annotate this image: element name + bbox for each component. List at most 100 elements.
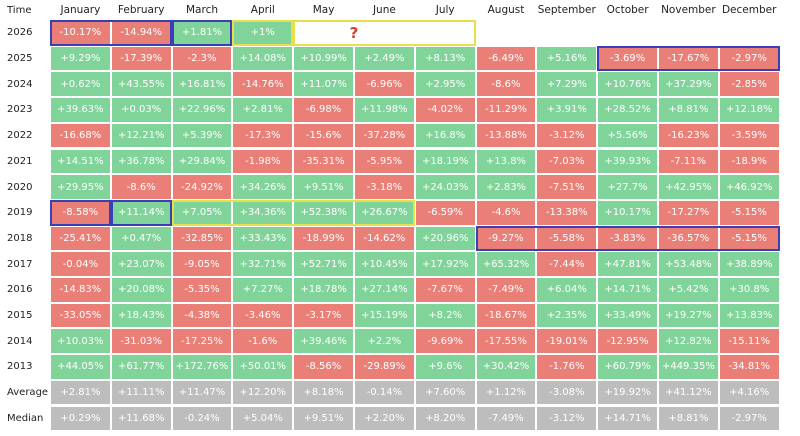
return-cell: +2.95% <box>414 71 476 98</box>
return-cell: -14.94% <box>110 20 172 46</box>
return-cell: -19.01% <box>536 328 598 355</box>
return-cell: +60.79% <box>597 354 658 380</box>
return-cell: -15.6% <box>293 122 354 149</box>
return-cell: -7.03% <box>536 148 598 175</box>
row-label: 2018 <box>0 225 50 252</box>
column-header: August <box>475 0 537 20</box>
return-cell: -13.88% <box>475 122 537 149</box>
return-cell: +7.60% <box>414 379 476 406</box>
return-cell: +30.8% <box>718 277 780 303</box>
return-cell: -1.6% <box>232 328 294 355</box>
return-cell: -1.76% <box>536 354 598 380</box>
return-cell: +12.20% <box>232 379 294 406</box>
row-label: 2023 <box>0 97 50 123</box>
return-cell: -4.38% <box>171 302 233 329</box>
return-cell: -0.14% <box>354 379 415 406</box>
return-cell: -7.44% <box>536 251 598 277</box>
return-cell: +26.67% <box>354 199 415 226</box>
return-cell: -2.3% <box>171 45 233 72</box>
return-cell: +15.19% <box>354 302 415 329</box>
column-header: June <box>354 0 415 20</box>
return-cell: -17.27% <box>658 199 719 226</box>
return-cell: +27.14% <box>354 277 415 303</box>
row-label: 2022 <box>0 122 50 149</box>
return-cell: +42.95% <box>658 174 719 200</box>
return-cell: +43.55% <box>110 71 172 98</box>
return-cell <box>354 20 415 46</box>
return-cell: -0.04% <box>50 251 111 277</box>
return-cell: +8.20% <box>414 405 476 432</box>
return-cell: +52.38% <box>293 199 354 226</box>
return-cell: -8.6% <box>475 71 537 98</box>
return-cell: +0.03% <box>110 97 172 123</box>
return-cell: -5.95% <box>354 148 415 175</box>
return-cell: -7.51% <box>536 174 598 200</box>
return-cell: +27.7% <box>597 174 658 200</box>
return-cell: +1.12% <box>475 379 537 406</box>
return-cell: +16.81% <box>171 71 233 98</box>
return-cell: +61.77% <box>110 354 172 380</box>
return-cell: +11.14% <box>110 199 172 226</box>
return-cell: +9.51% <box>293 174 354 200</box>
return-cell: -16.68% <box>50 122 111 149</box>
row-label: 2019 <box>0 199 50 226</box>
return-cell: -3.18% <box>354 174 415 200</box>
return-cell: -14.76% <box>232 71 294 98</box>
return-cell: -29.89% <box>354 354 415 380</box>
return-cell: +2.83% <box>475 174 537 200</box>
return-cell: -6.59% <box>414 199 476 226</box>
return-cell: +9.6% <box>414 354 476 380</box>
return-cell: +19.27% <box>658 302 719 329</box>
return-cell: +1% <box>232 20 294 46</box>
row-label: 2026 <box>0 20 50 46</box>
return-cell: +30.42% <box>475 354 537 380</box>
return-cell: +6.04% <box>536 277 598 303</box>
return-cell: -8.58% <box>50 199 111 226</box>
column-header: July <box>414 0 476 20</box>
return-cell: +3.91% <box>536 97 598 123</box>
return-cell: -14.62% <box>354 225 415 252</box>
return-cell: +0.62% <box>50 71 111 98</box>
return-cell: -13.38% <box>536 199 598 226</box>
return-cell: -7.49% <box>475 405 537 432</box>
return-cell: +4.16% <box>718 379 780 406</box>
return-cell: +33.49% <box>597 302 658 329</box>
return-cell: -6.98% <box>293 97 354 123</box>
column-header: April <box>232 0 294 20</box>
return-cell: -5.58% <box>536 225 598 252</box>
return-cell: -6.96% <box>354 71 415 98</box>
row-label: 2024 <box>0 71 50 98</box>
return-cell: -9.69% <box>414 328 476 355</box>
return-cell: +7.05% <box>171 199 233 226</box>
return-cell: +2.81% <box>232 97 294 123</box>
return-cell: -15.11% <box>718 328 780 355</box>
return-cell: -4.02% <box>414 97 476 123</box>
return-cell: -5.15% <box>718 199 780 226</box>
return-cell: +33.43% <box>232 225 294 252</box>
return-cell: +29.84% <box>171 148 233 175</box>
return-cell: -2.85% <box>718 71 780 98</box>
return-cell: +12.18% <box>718 97 780 123</box>
return-cell: -34.81% <box>718 354 780 380</box>
return-cell: -33.05% <box>50 302 111 329</box>
return-cell: -5.15% <box>718 225 780 252</box>
return-cell: +28.52% <box>597 97 658 123</box>
return-cell: -17.67% <box>658 45 719 72</box>
return-cell: +18.43% <box>110 302 172 329</box>
return-cell: +23.07% <box>110 251 172 277</box>
return-cell: +50.01% <box>232 354 294 380</box>
return-cell: +41.12% <box>658 379 719 406</box>
return-cell: +53.48% <box>658 251 719 277</box>
return-cell: +47.81% <box>597 251 658 277</box>
return-cell: +14.51% <box>50 148 111 175</box>
return-cell: +8.81% <box>658 97 719 123</box>
return-cell: -3.17% <box>293 302 354 329</box>
return-cell: +2.35% <box>536 302 598 329</box>
return-cell: +8.13% <box>414 45 476 72</box>
return-cell: -3.59% <box>718 122 780 149</box>
row-label: 2025 <box>0 45 50 72</box>
return-cell: -18.67% <box>475 302 537 329</box>
return-cell: -4.6% <box>475 199 537 226</box>
column-header: February <box>110 0 172 20</box>
return-cell: -3.69% <box>597 45 658 72</box>
